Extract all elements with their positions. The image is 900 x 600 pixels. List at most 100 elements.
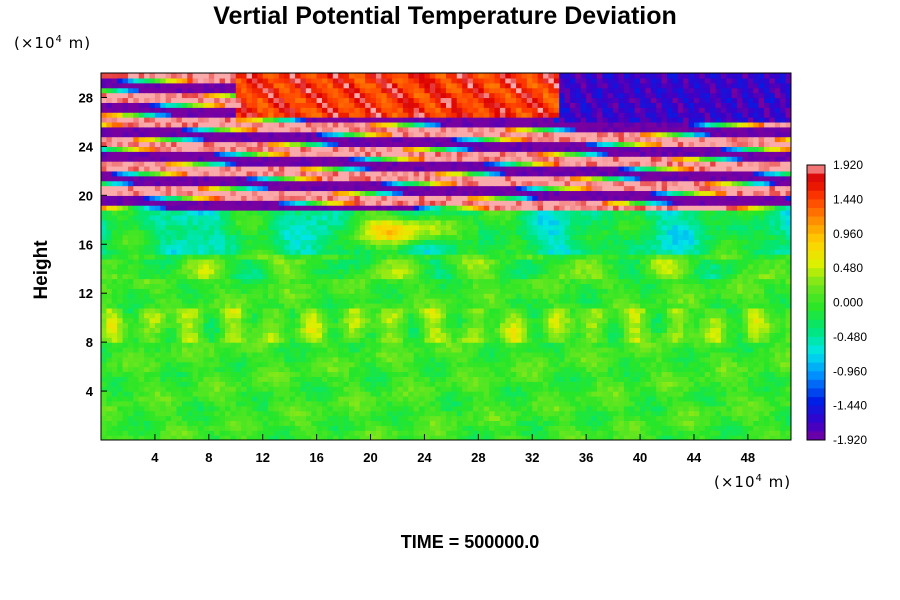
heatmap-cell [467, 249, 474, 255]
heatmap-cell [359, 381, 366, 387]
heatmap-cell [268, 263, 275, 270]
heatmap-cell [467, 366, 474, 373]
heatmap-cell [284, 410, 291, 417]
heatmap-cell [338, 361, 345, 368]
heatmap-cell [489, 342, 496, 348]
heatmap-cell [117, 351, 124, 358]
heatmap-cell [214, 361, 221, 368]
heatmap-cell [710, 351, 717, 358]
heatmap-cell [580, 361, 587, 368]
heatmap-cell [472, 342, 479, 348]
heatmap-cell [327, 332, 334, 338]
heatmap-cell [532, 395, 539, 402]
heatmap-cell [332, 263, 339, 270]
heatmap-cell [478, 268, 485, 275]
heatmap-cell [451, 347, 458, 353]
heatmap-cell [262, 273, 269, 280]
heatmap-cell [192, 400, 199, 407]
heatmap-cell [187, 371, 194, 377]
heatmap-cell [381, 391, 388, 397]
heatmap-cell [160, 283, 167, 289]
heatmap-cell [764, 381, 771, 387]
heatmap-cell [149, 430, 156, 436]
heatmap-cell [111, 307, 118, 314]
heatmap-cell [569, 263, 576, 270]
heatmap-cell [171, 405, 178, 412]
heatmap-cell [715, 405, 722, 412]
heatmap-cell [613, 278, 620, 285]
heatmap-cell [386, 361, 393, 368]
heatmap-cell [769, 356, 776, 363]
heatmap-cell [397, 312, 404, 319]
heatmap-cell [494, 249, 501, 255]
heatmap-cell [413, 268, 420, 275]
heatmap-cell [505, 342, 512, 348]
heatmap-cell [537, 381, 544, 387]
heatmap-cell [764, 400, 771, 407]
heatmap-cell [348, 293, 355, 299]
heatmap-cell [246, 312, 253, 319]
heatmap-cell [122, 356, 129, 363]
heatmap-cell [273, 371, 280, 377]
heatmap-cell [693, 327, 700, 333]
heatmap-cell [117, 361, 124, 368]
heatmap-cell [521, 283, 528, 289]
heatmap-cell [262, 307, 269, 314]
heatmap-cell [257, 258, 264, 265]
heatmap-cell [413, 307, 420, 314]
heatmap-cell [737, 366, 744, 373]
heatmap-cell [715, 381, 722, 387]
heatmap-cell [149, 351, 156, 358]
heatmap-cell [456, 312, 463, 319]
heatmap-cell [284, 312, 291, 319]
heatmap-cell [586, 263, 593, 270]
heatmap-cell [203, 283, 210, 289]
heatmap-cell [737, 283, 744, 289]
heatmap-cell [419, 351, 426, 358]
heatmap-cell [219, 332, 226, 338]
heatmap-cell [548, 249, 555, 255]
heatmap-cell [235, 405, 242, 412]
heatmap-cell [575, 356, 582, 363]
heatmap-cell [677, 400, 684, 407]
heatmap-cell [505, 347, 512, 353]
heatmap-cell [354, 386, 361, 392]
heatmap-cell [446, 361, 452, 368]
heatmap-cell [176, 356, 183, 363]
heatmap-cell [629, 376, 636, 382]
heatmap-cell [429, 268, 436, 275]
heatmap-cell [117, 405, 124, 412]
heatmap-cell [322, 254, 329, 260]
heatmap-cell [198, 386, 205, 392]
heatmap-cell [246, 298, 253, 304]
heatmap-cell [284, 254, 291, 260]
heatmap-cell [575, 312, 582, 319]
heatmap-cell [273, 351, 280, 358]
heatmap-cell [106, 307, 113, 314]
heatmap-cell [769, 361, 776, 368]
heatmap-cell [392, 371, 399, 377]
heatmap-cell [224, 391, 231, 397]
heatmap-cell [348, 347, 355, 353]
heatmap-cell [747, 430, 754, 436]
heatmap-cell [753, 254, 760, 260]
heatmap-cell [742, 391, 749, 397]
heatmap-cell [429, 342, 436, 348]
heatmap-cell [710, 420, 717, 426]
heatmap-cell [526, 273, 533, 280]
heatmap-cell [365, 332, 372, 338]
heatmap-cell [494, 376, 501, 382]
heatmap-cell [424, 298, 431, 304]
heatmap-cell [327, 371, 334, 377]
heatmap-cell [591, 273, 598, 280]
heatmap-cell [510, 386, 517, 392]
heatmap-cell [688, 322, 695, 329]
heatmap-cell [472, 395, 479, 402]
heatmap-cell [494, 430, 501, 436]
heatmap-cell [629, 254, 636, 260]
heatmap-cell [677, 268, 684, 275]
heatmap-cell [596, 366, 603, 373]
heatmap-cell [397, 302, 404, 309]
heatmap-cell [704, 391, 711, 397]
heatmap-cell [553, 322, 560, 329]
